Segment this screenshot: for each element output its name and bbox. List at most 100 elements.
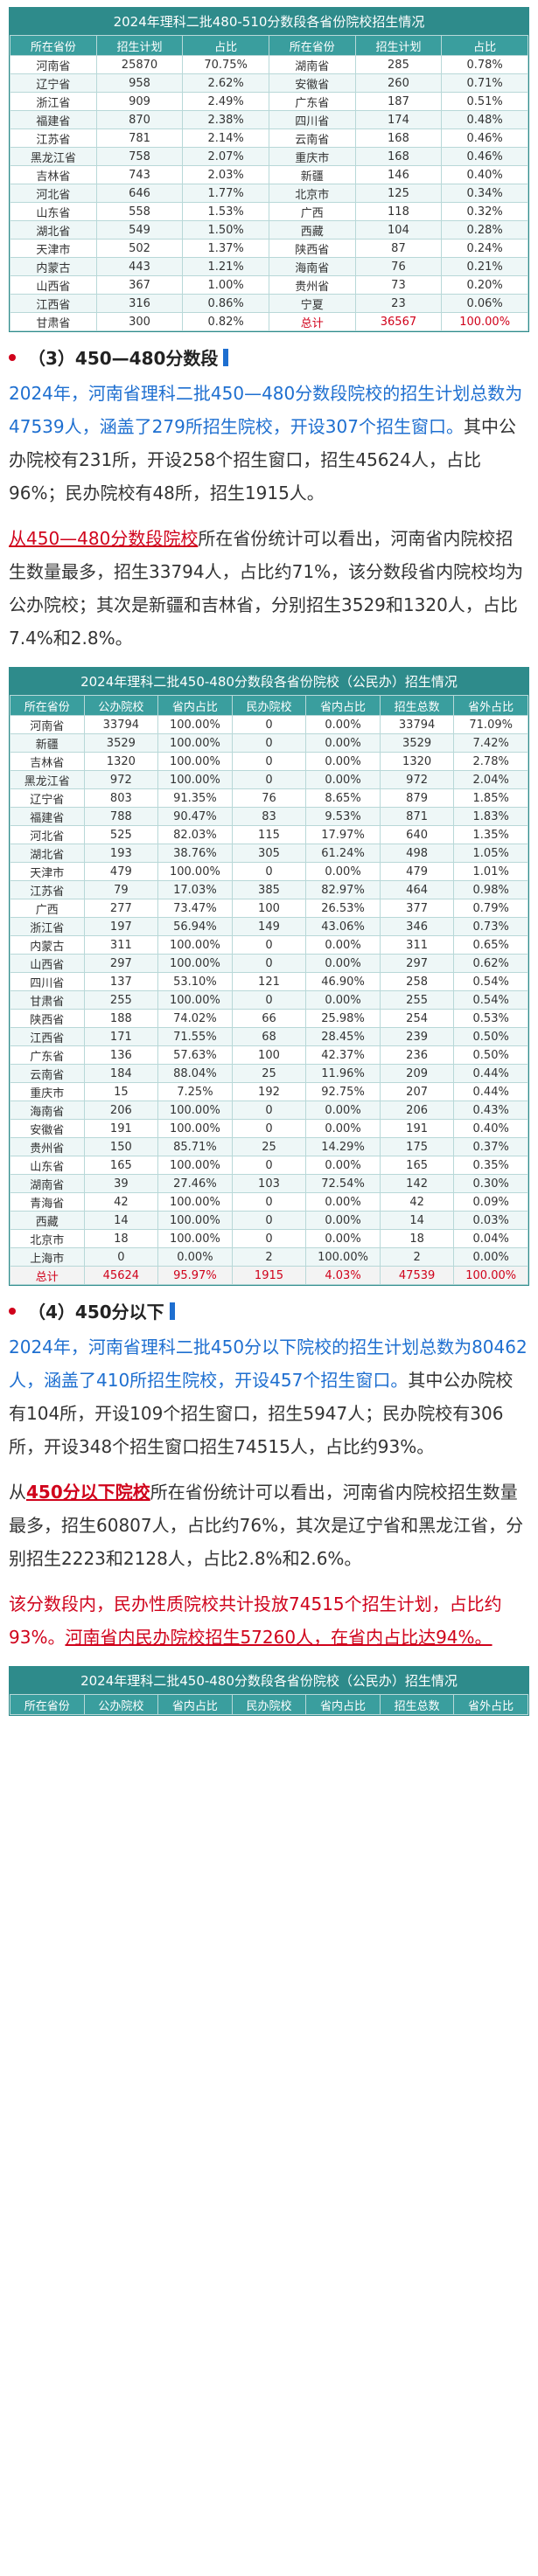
table-row: 山西省 297 100.00% 0 0.00% 297 0.62% xyxy=(10,954,528,973)
table-cell: 四川省 xyxy=(268,110,356,129)
table-cell: 23 xyxy=(354,294,443,313)
table-cell: 山东省 xyxy=(10,1156,85,1175)
section-heading-below-450: （4）450分以下 xyxy=(9,1298,529,1323)
column-header: 民办院校 xyxy=(231,695,307,716)
table-cell: 北京市 xyxy=(10,1229,85,1248)
highlight-text: 450分以下院校 xyxy=(26,1482,150,1503)
table-cell: 山西省 xyxy=(10,275,97,295)
table-cell: 0 xyxy=(231,1156,307,1175)
table-cell: 15 xyxy=(83,1082,159,1101)
table-cell: 90.47% xyxy=(157,807,233,826)
table-cell: 0.00% xyxy=(305,954,381,973)
table-row: 贵州省 150 85.71% 25 14.29% 175 0.37% xyxy=(10,1137,528,1156)
table-cell: 82.97% xyxy=(305,880,381,899)
table-cell: 北京市 xyxy=(268,184,356,203)
table-cell: 0.44% xyxy=(453,1064,528,1083)
table-cell: 443 xyxy=(95,257,184,276)
table-cell: 972 xyxy=(379,770,455,789)
table-cell: 黑龙江省 xyxy=(10,770,85,789)
table-cell: 71.09% xyxy=(453,715,528,734)
table-cell: 36567 xyxy=(354,312,443,331)
column-header: 省内占比 xyxy=(157,695,233,716)
table-row: 湖北省 549 1.50% 西藏 104 0.28% xyxy=(10,220,528,240)
table-cell: 福建省 xyxy=(10,110,97,129)
table-cell: 502 xyxy=(95,239,184,258)
table-cell: 100 xyxy=(231,899,307,918)
table-row: 新疆 3529 100.00% 0 0.00% 3529 7.42% xyxy=(10,733,528,753)
table-cell: 重庆市 xyxy=(268,147,356,166)
table-cell: 2.62% xyxy=(182,73,269,93)
table-cell: 0.37% xyxy=(453,1137,528,1156)
table-cell: 171 xyxy=(83,1027,159,1046)
table-cell: 70.75% xyxy=(182,55,269,74)
table-cell: 85.71% xyxy=(157,1137,233,1156)
table-row: 湖北省 193 38.76% 305 61.24% 498 1.05% xyxy=(10,844,528,863)
table-cell: 42 xyxy=(83,1192,159,1212)
table-cell: 236 xyxy=(379,1045,455,1065)
table-cell: 甘肃省 xyxy=(10,312,97,331)
table-cell: 2.03% xyxy=(182,165,269,184)
table-cell: 7.25% xyxy=(157,1082,233,1101)
table-cell: 0.00% xyxy=(305,1211,381,1230)
table-cell: 207 xyxy=(379,1082,455,1101)
table-row: 广西 277 73.47% 100 26.53% 377 0.79% xyxy=(10,899,528,918)
table-cell: 100.00% xyxy=(157,1211,233,1230)
table-cell: 1915 xyxy=(231,1266,307,1285)
highlight-text: 河南省内民办院校招生57260人，在省内占比达94%。 xyxy=(65,1627,493,1648)
table-cell: 内蒙古 xyxy=(10,257,97,276)
paragraph: 该分数段内，民办性质院校共计投放74515个招生计划，占比约93%。河南省内民办… xyxy=(9,1587,529,1654)
table-cell: 100.00% xyxy=(305,1247,381,1267)
highlight-text: 从450—480分数段院校 xyxy=(9,528,199,549)
table-cell: 0.51% xyxy=(441,92,528,111)
table-cell: 天津市 xyxy=(10,239,97,258)
table-cell: 100.00% xyxy=(157,1156,233,1175)
table-cell: 879 xyxy=(379,788,455,808)
body-text: 从 xyxy=(9,1482,26,1503)
table-cell: 42.37% xyxy=(305,1045,381,1065)
table-cell: 4.03% xyxy=(305,1266,381,1285)
table-cell: 0 xyxy=(231,862,307,881)
column-header: 省外占比 xyxy=(453,695,528,716)
table-cell: 0.40% xyxy=(453,1119,528,1138)
table-cell: 743 xyxy=(95,165,184,184)
section-heading-text: （4）450分以下 xyxy=(28,1302,164,1323)
table-cell: 0.06% xyxy=(441,294,528,313)
table-cell: 海南省 xyxy=(268,257,356,276)
table-cell: 2 xyxy=(231,1247,307,1267)
table-row: 江西省 171 71.55% 68 28.45% 239 0.50% xyxy=(10,1027,528,1046)
table-row: 浙江省 909 2.49% 广东省 187 0.51% xyxy=(10,92,528,111)
table-cell: 2.07% xyxy=(182,147,269,166)
table-cell: 0.54% xyxy=(453,972,528,991)
table-cell: 100.00% xyxy=(157,862,233,881)
table-row: 海南省 206 100.00% 0 0.00% 206 0.43% xyxy=(10,1101,528,1120)
table-cell: 66 xyxy=(231,1009,307,1028)
table-cell: 71.55% xyxy=(157,1027,233,1046)
table-cell: 湖北省 xyxy=(10,844,85,863)
table-cell: 870 xyxy=(95,110,184,129)
table-cell: 0.54% xyxy=(453,990,528,1010)
table-cell: 311 xyxy=(83,935,159,955)
table-cell: 辽宁省 xyxy=(10,73,97,93)
table-cell: 385 xyxy=(231,880,307,899)
table-cell: 贵州省 xyxy=(268,275,356,295)
table-cell: 104 xyxy=(354,220,443,240)
table-row: 黑龙江省 972 100.00% 0 0.00% 972 2.04% xyxy=(10,770,528,789)
bullet-dot-icon xyxy=(9,1307,16,1315)
table-cell: 0.00% xyxy=(305,770,381,789)
column-header: 省内占比 xyxy=(157,1694,233,1715)
table-cell: 0.00% xyxy=(305,862,381,881)
column-header: 所在省份 xyxy=(268,35,356,56)
table-title: 2024年理科二批450-480分数段各省份院校（公民办）招生情况 xyxy=(10,1667,528,1694)
table-cell: 25 xyxy=(231,1137,307,1156)
table-cell: 0 xyxy=(231,1211,307,1230)
table-cell: 137 xyxy=(83,972,159,991)
table-cell: 191 xyxy=(83,1119,159,1138)
table-cell: 2.04% xyxy=(453,770,528,789)
table-row: 内蒙古 311 100.00% 0 0.00% 311 0.65% xyxy=(10,935,528,955)
table-cell: 100.00% xyxy=(157,1192,233,1212)
table-cell: 17.97% xyxy=(305,825,381,844)
table-cell: 2.38% xyxy=(182,110,269,129)
table-cell: 江苏省 xyxy=(10,880,85,899)
highlight-text: 该分数段内，民办性质院校共计投放74515个招生计划，占比约93%。 xyxy=(9,1594,502,1648)
table-row: 黑龙江省 758 2.07% 重庆市 168 0.46% xyxy=(10,147,528,166)
